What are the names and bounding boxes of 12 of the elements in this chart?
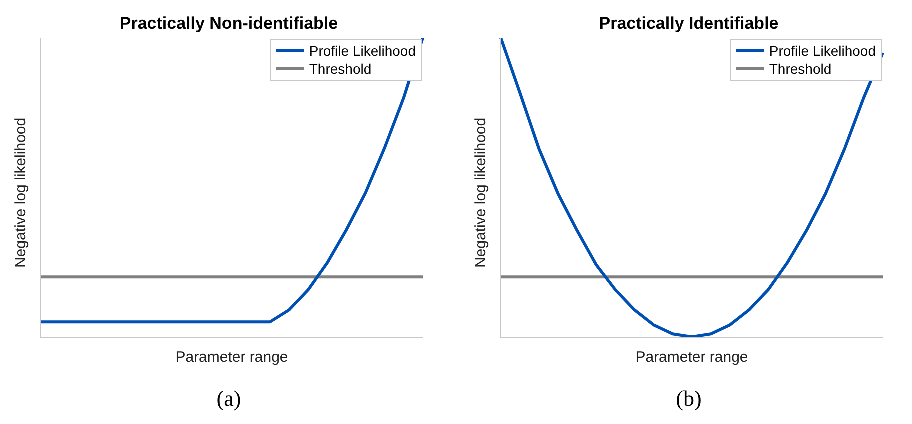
y-axis-title: Negative log likelihood <box>12 118 30 268</box>
x-axis-title: Parameter range <box>176 349 288 366</box>
text: (b) <box>675 386 703 412</box>
legend-label: Profile Likelihood <box>769 42 876 60</box>
x-axis-title: Parameter range <box>636 349 748 366</box>
legend-label: Profile Likelihood <box>309 42 416 60</box>
legend-label: Threshold <box>769 60 832 78</box>
text: (a) <box>216 386 242 412</box>
chart-title: Practically Identifiable <box>598 14 780 34</box>
y-axis-title: Negative log likelihood <box>472 118 490 268</box>
chart-title: Practically Non-identifiable <box>118 14 340 34</box>
legend-label: Threshold <box>309 60 372 78</box>
